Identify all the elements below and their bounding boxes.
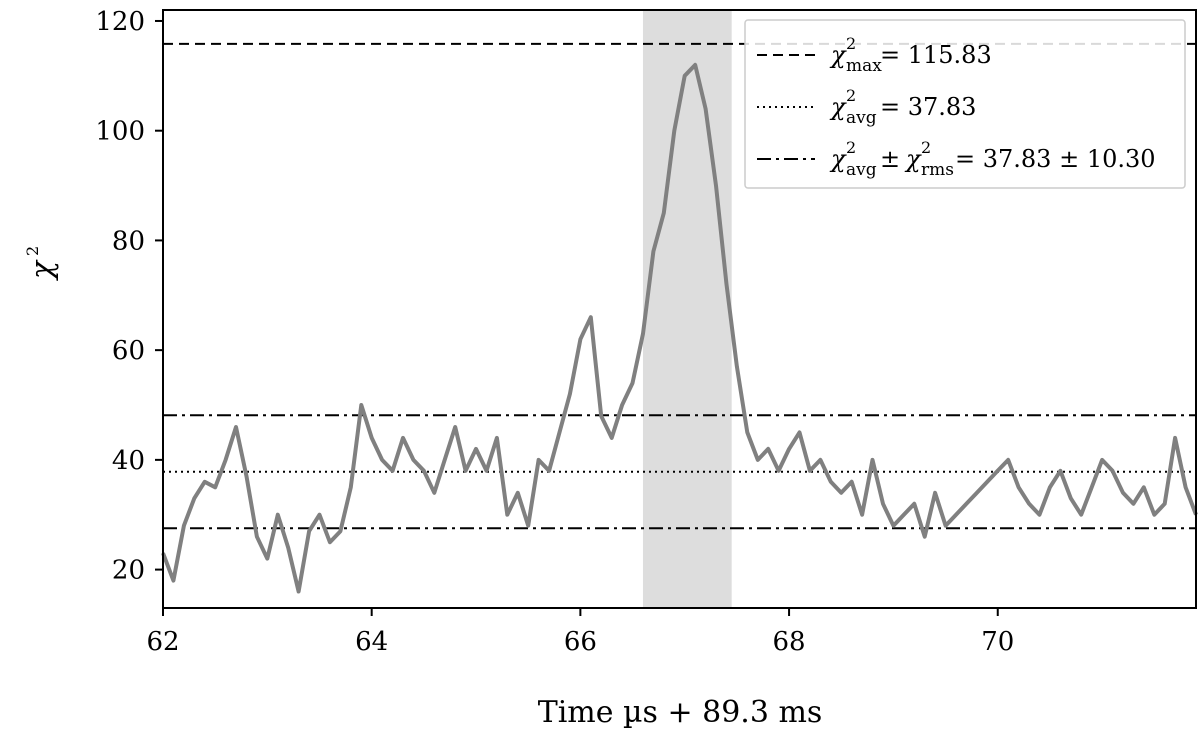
- svg-text:±: ±: [880, 145, 900, 173]
- svg-text:χ: χ: [904, 145, 922, 173]
- y-tick-label: 20: [112, 556, 145, 586]
- x-tick-label: 64: [355, 627, 388, 657]
- legend: [744, 19, 1186, 189]
- svg-text:2: 2: [23, 246, 42, 256]
- x-tick-label: 66: [564, 627, 597, 657]
- x-tick-label: 62: [146, 627, 179, 657]
- svg-text:χ: χ: [25, 259, 60, 281]
- svg-text:2: 2: [846, 138, 856, 157]
- svg-text:χ: χ: [829, 93, 847, 121]
- legend-entry: χ 2 max = 115.83: [829, 34, 992, 76]
- svg-text:2: 2: [846, 34, 856, 53]
- y-tick-label: 60: [112, 336, 145, 366]
- x-tick-label: 70: [981, 627, 1014, 657]
- svg-text:= 37.83 ± 10.30: = 37.83 ± 10.30: [955, 145, 1156, 173]
- svg-text:= 115.83: = 115.83: [880, 41, 992, 69]
- svg-text:rms: rms: [921, 160, 954, 180]
- svg-text:avg: avg: [846, 108, 877, 128]
- y-tick-label: 40: [112, 446, 145, 476]
- x-axis-label: Time µs + 89.3 ms: [538, 695, 823, 730]
- svg-text:χ: χ: [829, 145, 847, 173]
- svg-text:avg: avg: [846, 160, 877, 180]
- y-tick-label: 100: [95, 117, 145, 147]
- svg-text:χ: χ: [829, 41, 847, 69]
- x-tick-label: 68: [773, 627, 806, 657]
- svg-text:2: 2: [921, 138, 931, 157]
- svg-text:max: max: [846, 56, 882, 76]
- y-axis-label: χ 2: [23, 246, 60, 281]
- series-line: [161, 62, 1198, 594]
- legend-entry: χ 2 avg = 37.83: [829, 86, 976, 128]
- y-tick-label: 120: [95, 7, 145, 37]
- svg-text:2: 2: [846, 86, 856, 105]
- y-tick-label: 80: [112, 226, 145, 256]
- highlight-region: [642, 10, 732, 608]
- svg-text:= 37.83: = 37.83: [880, 93, 976, 121]
- plot-frame: [162, 9, 1197, 609]
